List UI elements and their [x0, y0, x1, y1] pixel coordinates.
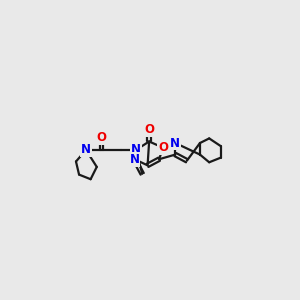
Text: O: O [96, 131, 106, 144]
Text: O: O [144, 123, 154, 136]
Text: N: N [131, 143, 141, 157]
Text: N: N [170, 136, 180, 149]
Text: N: N [81, 143, 91, 157]
Text: N: N [130, 153, 140, 166]
Text: O: O [158, 141, 168, 154]
